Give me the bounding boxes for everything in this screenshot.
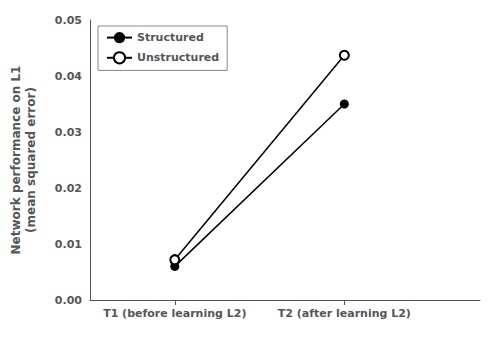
svg-text:0.04: 0.04: [55, 70, 82, 83]
svg-text:T1 (before learning L2): T1 (before learning L2): [103, 307, 246, 320]
svg-text:(mean squared error): (mean squared error): [24, 87, 38, 233]
svg-text:Structured: Structured: [137, 31, 204, 44]
svg-text:T2 (after learning L2): T2 (after learning L2): [278, 307, 411, 320]
svg-text:Unstructured: Unstructured: [137, 51, 219, 64]
svg-text:0.02: 0.02: [55, 182, 82, 195]
svg-text:Network performance on L1: Network performance on L1: [9, 66, 23, 255]
svg-text:0.00: 0.00: [55, 294, 82, 307]
svg-text:0.01: 0.01: [55, 238, 82, 251]
svg-text:0.05: 0.05: [55, 14, 82, 27]
svg-text:0.03: 0.03: [55, 126, 82, 139]
